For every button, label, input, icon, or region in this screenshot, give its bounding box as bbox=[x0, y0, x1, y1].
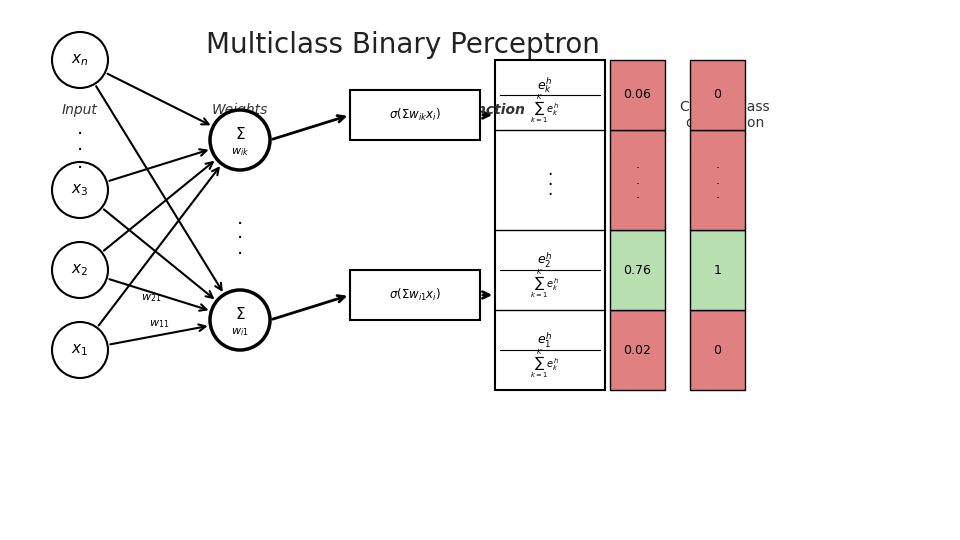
Text: 0.02: 0.02 bbox=[624, 343, 652, 356]
Text: $\Sigma$: $\Sigma$ bbox=[234, 306, 246, 322]
FancyBboxPatch shape bbox=[610, 230, 665, 310]
Text: $\Sigma$: $\Sigma$ bbox=[234, 126, 246, 142]
Text: Multiclass Binary Perceptron: Multiclass Binary Perceptron bbox=[206, 31, 600, 59]
Text: .: . bbox=[237, 239, 243, 258]
Text: $\sigma(\Sigma w_{i1}x_i)$: $\sigma(\Sigma w_{i1}x_i)$ bbox=[389, 287, 441, 303]
Circle shape bbox=[52, 162, 108, 218]
Text: .: . bbox=[77, 152, 84, 172]
Text: .: . bbox=[77, 118, 84, 138]
Text: .: . bbox=[77, 136, 84, 154]
Circle shape bbox=[52, 32, 108, 88]
Text: 0: 0 bbox=[713, 89, 722, 102]
FancyBboxPatch shape bbox=[610, 60, 665, 130]
Circle shape bbox=[52, 322, 108, 378]
FancyBboxPatch shape bbox=[690, 60, 745, 130]
Text: $w_{21}$: $w_{21}$ bbox=[141, 293, 161, 305]
Text: $w_{i1}$: $w_{i1}$ bbox=[231, 326, 249, 338]
Text: $x_1$: $x_1$ bbox=[71, 342, 88, 358]
FancyBboxPatch shape bbox=[690, 230, 745, 310]
Text: 0: 0 bbox=[713, 343, 722, 356]
Text: $x_n$: $x_n$ bbox=[71, 52, 88, 68]
Text: $w_{11}$: $w_{11}$ bbox=[149, 318, 169, 330]
Text: 0.06: 0.06 bbox=[624, 89, 652, 102]
Text: Input: Input bbox=[62, 103, 98, 117]
Text: $\sum_{k=1}^{K} e_k^h$: $\sum_{k=1}^{K} e_k^h$ bbox=[530, 92, 559, 125]
Text: .: . bbox=[547, 171, 553, 189]
FancyBboxPatch shape bbox=[610, 310, 665, 390]
Text: $x_3$: $x_3$ bbox=[71, 182, 88, 198]
Circle shape bbox=[210, 110, 270, 170]
Text: .
.
.: . . . bbox=[636, 159, 639, 201]
FancyBboxPatch shape bbox=[495, 60, 605, 390]
FancyBboxPatch shape bbox=[690, 130, 745, 230]
Text: Weights: Weights bbox=[212, 103, 268, 117]
Text: $\sum_{k=1}^{K} e_k^h$: $\sum_{k=1}^{K} e_k^h$ bbox=[530, 268, 559, 300]
Text: 1: 1 bbox=[713, 264, 721, 276]
Text: $e_2^h$: $e_2^h$ bbox=[537, 251, 552, 269]
Text: $e_1^h$: $e_1^h$ bbox=[537, 330, 552, 350]
FancyBboxPatch shape bbox=[350, 270, 480, 320]
Circle shape bbox=[210, 290, 270, 350]
Text: Correct class
distribution: Correct class distribution bbox=[681, 100, 770, 130]
Text: $x_2$: $x_2$ bbox=[71, 262, 88, 278]
Text: .: . bbox=[547, 161, 553, 179]
Text: 0.76: 0.76 bbox=[624, 264, 652, 276]
FancyBboxPatch shape bbox=[690, 310, 745, 390]
Text: $e_k^h$: $e_k^h$ bbox=[537, 75, 552, 95]
Text: Activation Function: Activation Function bbox=[374, 103, 525, 117]
Text: .: . bbox=[237, 208, 243, 227]
Text: $\sigma(\Sigma w_{ik}x_i)$: $\sigma(\Sigma w_{ik}x_i)$ bbox=[389, 107, 441, 123]
Circle shape bbox=[52, 242, 108, 298]
Text: .: . bbox=[237, 224, 243, 242]
Text: .: . bbox=[547, 181, 553, 199]
FancyBboxPatch shape bbox=[350, 90, 480, 140]
FancyBboxPatch shape bbox=[610, 130, 665, 230]
Text: $\sum_{k=1}^{K} e_k^h$: $\sum_{k=1}^{K} e_k^h$ bbox=[530, 348, 559, 380]
Text: .
.
.: . . . bbox=[715, 159, 719, 201]
Text: $w_{ik}$: $w_{ik}$ bbox=[231, 146, 249, 158]
